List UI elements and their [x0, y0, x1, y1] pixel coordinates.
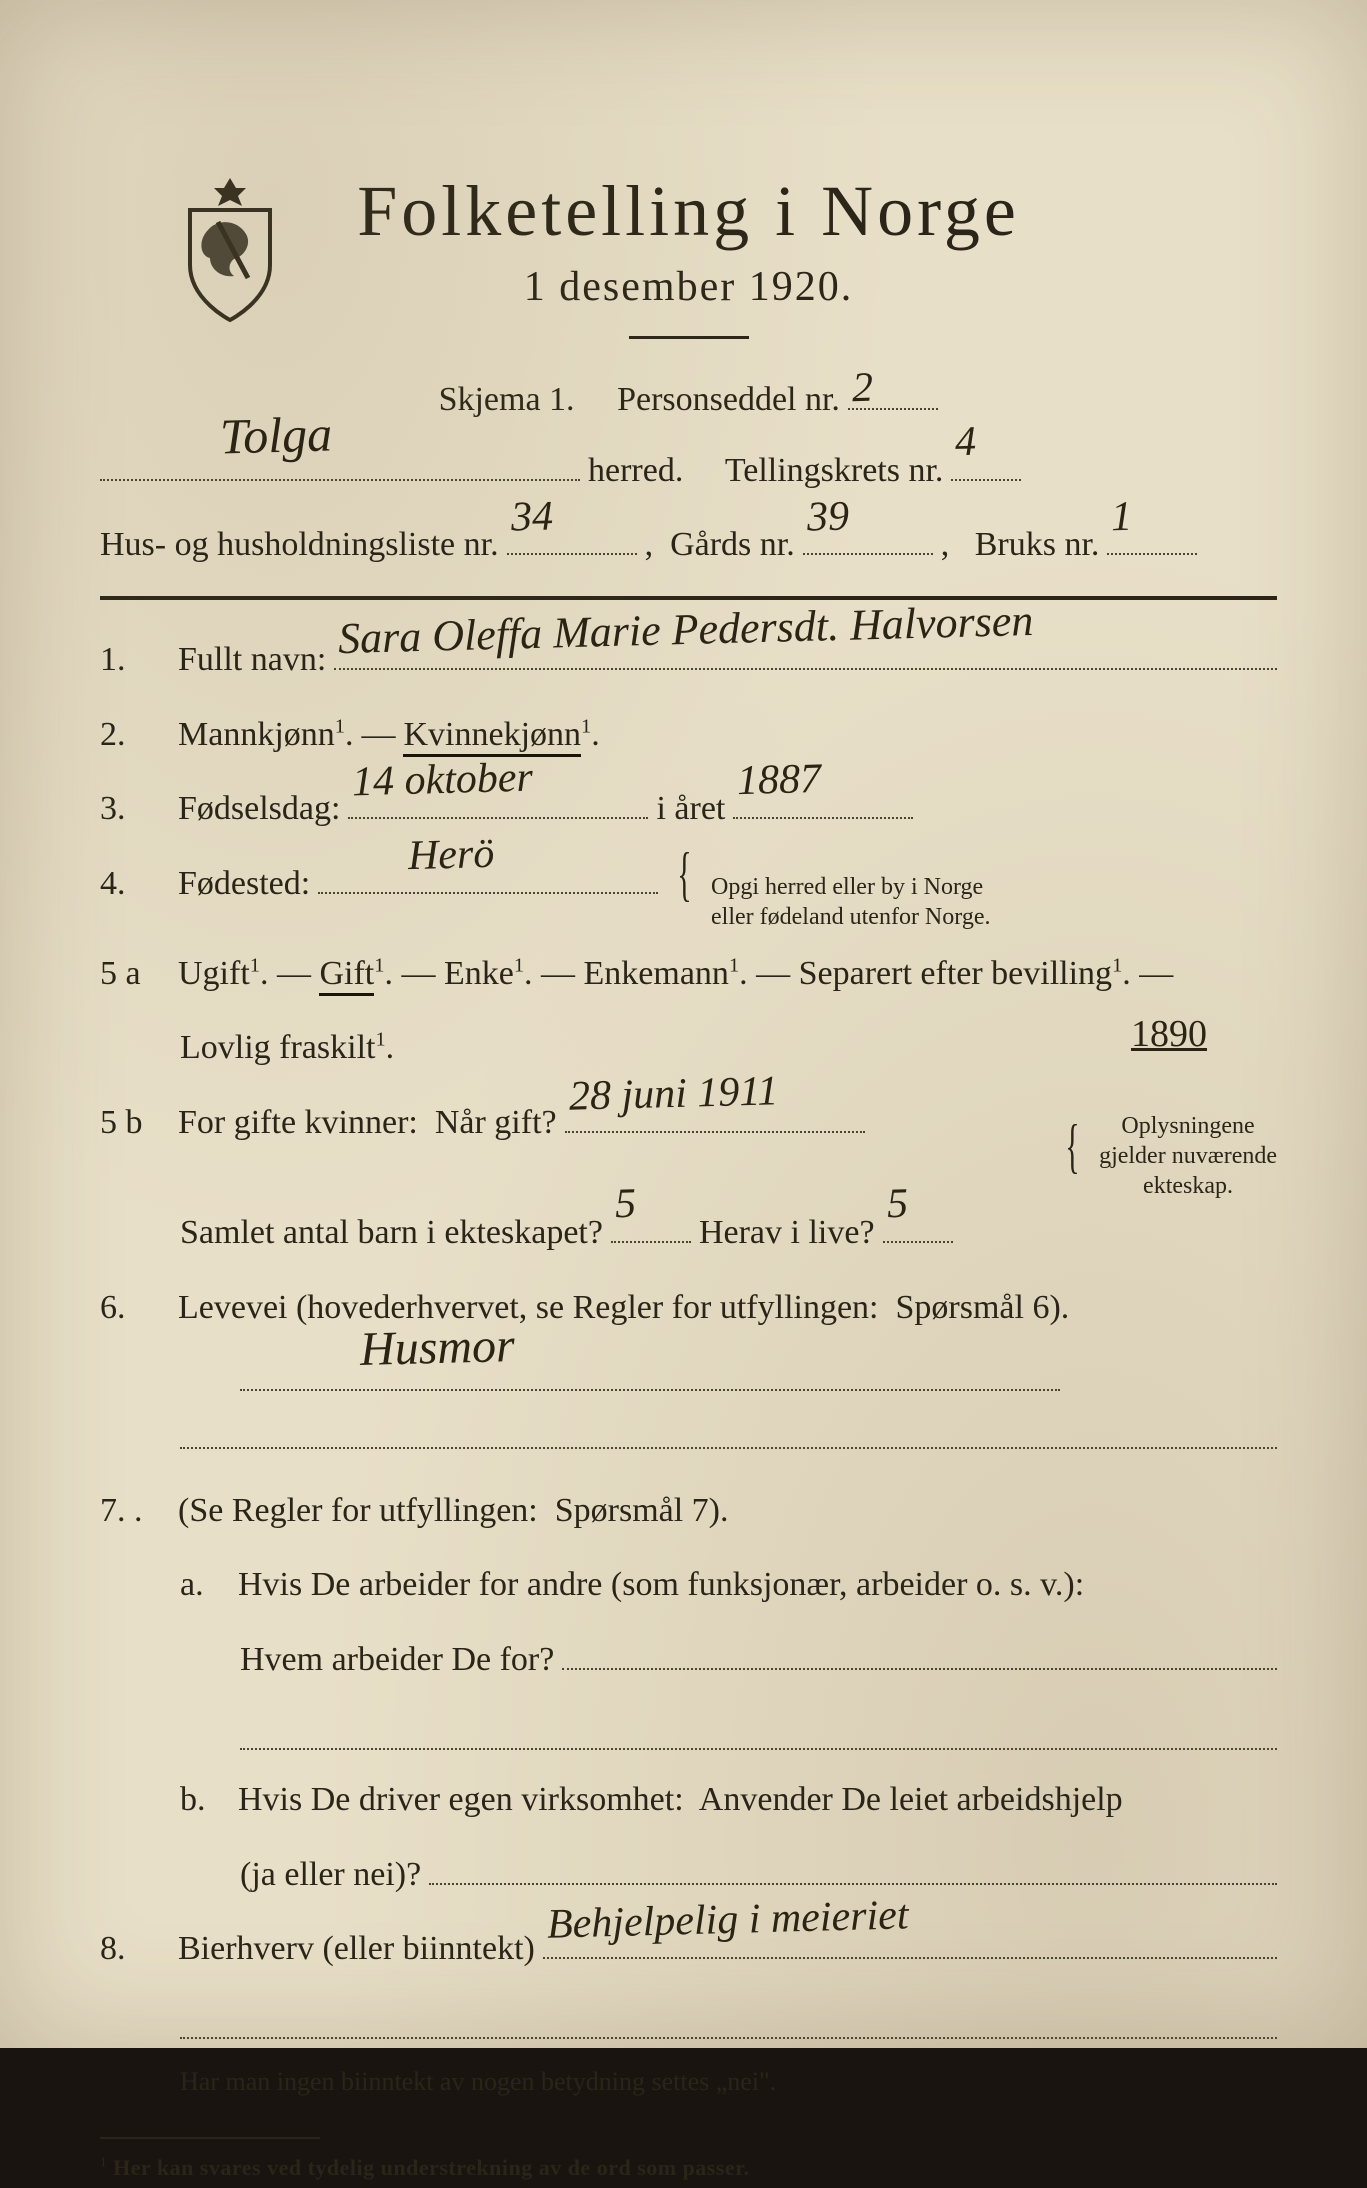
- q1-num: 1.: [100, 628, 170, 693]
- schema-label-left: Skjema 1.: [439, 381, 575, 418]
- q5b-label3: Herav i live?: [699, 1201, 875, 1266]
- row-q5b-2: Samlet antal barn i ekteskapet? 5 Herav …: [180, 1201, 1277, 1266]
- herred-value: Tolga: [219, 386, 334, 484]
- q3-label: Fødselsdag:: [178, 777, 340, 842]
- row-q2: 2. Mannkjønn1. — Kvinnekjønn1.: [100, 703, 1277, 768]
- schema-label-right: Personseddel nr.: [617, 381, 840, 418]
- q1-label: Fullt navn:: [178, 628, 326, 693]
- q5b-label2: Samlet antal barn i ekteskapet?: [180, 1201, 603, 1266]
- q5a-annotation: 1890: [1131, 998, 1207, 1070]
- q7-num: 7. .: [100, 1479, 170, 1544]
- q5b-note: Oplysningene gjelder nuværende ekteskap.: [1099, 1111, 1277, 1201]
- row-q7a-2: Hvem arbeider De for?: [240, 1628, 1277, 1693]
- q5b-val2: 5: [614, 1165, 637, 1245]
- q5a-opts2: Lovlig fraskilt1.: [180, 1016, 394, 1081]
- tail-note-row: Har man ingen biinntekt av nogen betydni…: [180, 2057, 1277, 2106]
- q8-blank-line: [180, 1992, 1277, 2040]
- q5b-label1: For gifte kvinner: Når gift?: [178, 1091, 557, 1156]
- row-husliste: Hus- og husholdningsliste nr. 34 , Gårds…: [100, 513, 1277, 578]
- q4-note: Opgi herred eller by i Norge eller fødel…: [711, 872, 990, 932]
- q7b-l1: Hvis De driver egen virksomhet: Anvender…: [238, 1768, 1123, 1833]
- q3-num: 3.: [100, 777, 170, 842]
- footnote-rule: [100, 2137, 320, 2139]
- row-q6: 6. Levevei (hovederhvervet, se Regler fo…: [100, 1276, 1277, 1341]
- q5a-num: 5 a: [100, 942, 170, 1007]
- q8-value: Behjelpelig i meieriet: [546, 1877, 910, 1966]
- q1-value: Sara Oleffa Marie Pedersdt. Halvorsen: [337, 579, 1034, 681]
- q2-mann: Mannkjønn1.: [178, 703, 353, 768]
- gards-value: 39: [806, 477, 850, 558]
- row-q7: 7. . (Se Regler for utfyllingen: Spørsmå…: [100, 1479, 1277, 1544]
- herred-label: herred.: [588, 439, 683, 504]
- q7b-l2: (ja eller nei)?: [240, 1843, 421, 1908]
- row-q4: 4. Fødested: Herö { Opgi herred eller by…: [100, 852, 1277, 932]
- row-q3: 3. Fødselsdag: 14 oktober i året 1887: [100, 777, 1277, 842]
- hus-value: 34: [510, 477, 554, 558]
- q7a-l1: Hvis De arbeider for andre (som funksjon…: [238, 1553, 1084, 1618]
- bruks-label: , Bruks nr.: [941, 513, 1100, 578]
- q7-label: (Se Regler for utfyllingen: Spørsmål 7).: [178, 1479, 729, 1544]
- q6-value: Husmor: [359, 1300, 516, 1395]
- q3-mid: i året: [656, 777, 725, 842]
- row-q7b: b. Hvis De driver egen virksomhet: Anven…: [180, 1768, 1277, 1833]
- title-divider: [629, 336, 749, 339]
- row-herred: Tolga herred. Tellingskrets nr. 4: [100, 439, 1277, 504]
- q4-value: Herö: [407, 815, 495, 897]
- coat-of-arms: [170, 170, 290, 330]
- crest-svg: [170, 170, 290, 330]
- q8-label: Bierhverv (eller biinntekt): [178, 1917, 535, 1982]
- q7b-num: b.: [180, 1768, 230, 1833]
- footnote: 1 Her kan svares ved tydelig understrekn…: [100, 2147, 1277, 2188]
- q2-num: 2.: [100, 703, 170, 768]
- brace-icon: {: [1065, 1128, 1079, 1164]
- census-form-page: Folketelling i Norge 1 desember 1920. Sk…: [0, 0, 1367, 2048]
- q6-blank-line: [180, 1401, 1277, 1449]
- q3-day: 14 oktober: [351, 739, 534, 824]
- gards-label: , Gårds nr.: [645, 513, 795, 578]
- row-q8: 8. Bierhverv (eller biinntekt) Behjelpel…: [100, 1917, 1277, 1982]
- row-q6-val: Husmor: [240, 1350, 1277, 1391]
- row-q1: 1. Fullt navn: Sara Oleffa Marie Pedersd…: [100, 628, 1277, 693]
- row-q5b: 5 b For gifte kvinner: Når gift? 28 juni…: [100, 1091, 1277, 1201]
- q5b-val3: 5: [885, 1165, 908, 1245]
- q7a-num: a.: [180, 1553, 230, 1618]
- bruks-value: 1: [1110, 477, 1133, 557]
- q6-label: Levevei (hovederhvervet, se Regler for u…: [178, 1276, 1069, 1341]
- tail-note: Har man ingen biinntekt av nogen betydni…: [180, 2057, 776, 2106]
- q5b-num: 5 b: [100, 1091, 170, 1156]
- q4-num: 4.: [100, 852, 170, 917]
- q5a-opts: Ugift1. — Gift1. — Enke1. — Enkemann1. —…: [178, 942, 1173, 1007]
- brace-icon: {: [677, 856, 691, 892]
- footnote-text: Her kan svares ved tydelig understreknin…: [113, 2155, 749, 2180]
- row-q7a: a. Hvis De arbeider for andre (som funks…: [180, 1553, 1277, 1618]
- q8-num: 8.: [100, 1917, 170, 1982]
- q7a-l2: Hvem arbeider De for?: [240, 1628, 554, 1693]
- q5b-val1: 28 juni 1911: [568, 1052, 779, 1137]
- row-q5a: 5 a Ugift1. — Gift1. — Enke1. — Enkemann…: [100, 942, 1277, 1007]
- q3-year: 1887: [736, 740, 822, 822]
- personseddel-nr: 2: [852, 364, 874, 413]
- q7a-blank-line: [240, 1702, 1277, 1750]
- hus-label: Hus- og husholdningsliste nr.: [100, 513, 499, 578]
- q6-num: 6.: [100, 1276, 170, 1341]
- krets-value: 4: [954, 403, 977, 483]
- form-body: Tolga herred. Tellingskrets nr. 4 Hus- o…: [100, 439, 1277, 2188]
- q4-label: Fødested:: [178, 852, 310, 917]
